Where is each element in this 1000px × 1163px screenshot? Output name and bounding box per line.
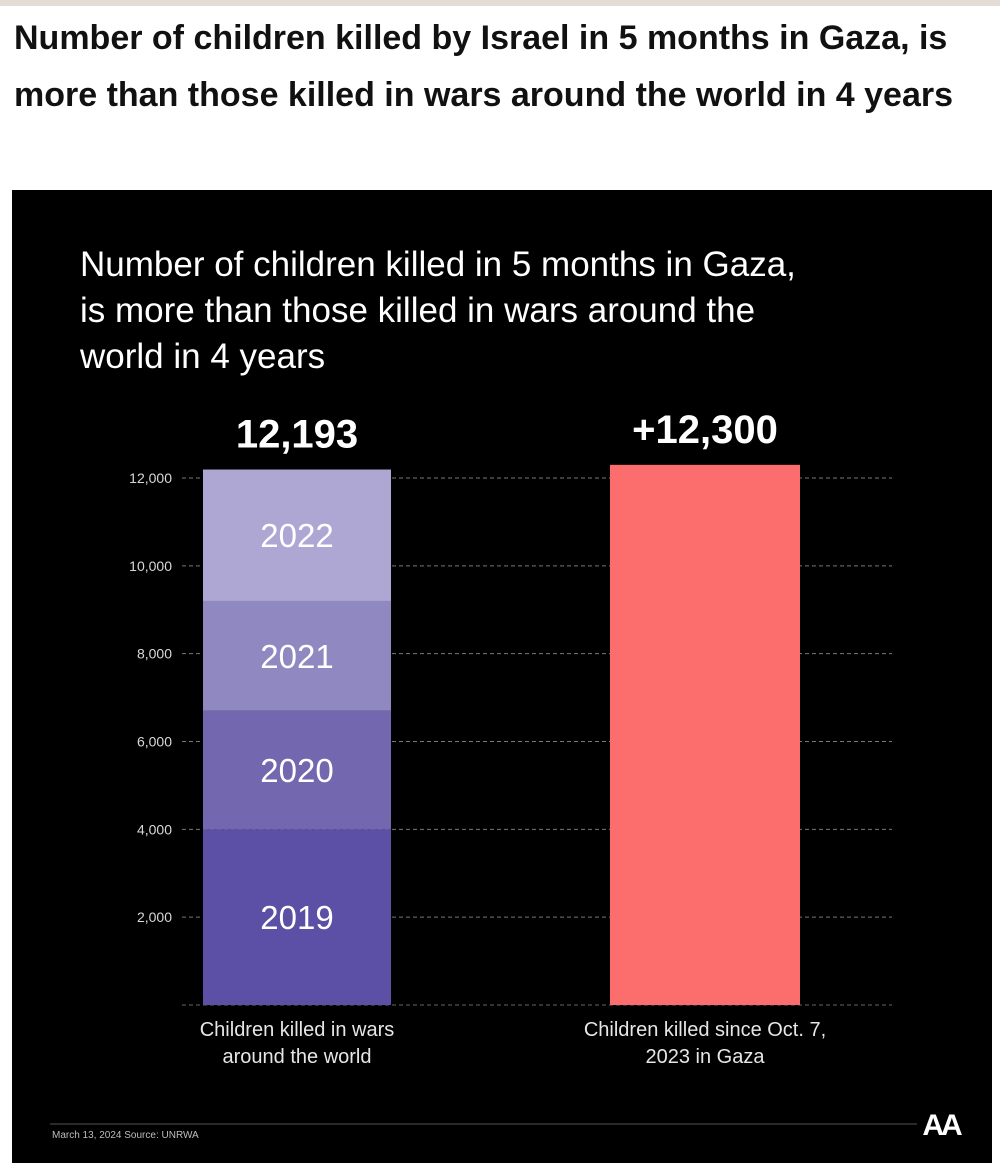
bar-total-label: +12,300 [632,408,778,452]
bar-total-label: 12,193 [236,413,358,457]
chart-title-line: Number of children killed in 5 months in… [80,245,796,284]
top-divider [0,0,1000,6]
bar-segment-2020 [203,710,391,830]
bar-gaza [610,464,800,1005]
segment-label-2021: 2021 [260,638,333,675]
chart-title-line: world in 4 years [79,337,325,376]
x-category-label: Children killed since Oct. 7, [584,1019,826,1041]
x-category-label: around the world [223,1046,372,1068]
aa-logo: AA [922,1109,962,1142]
y-tick-label: 4,000 [137,821,172,837]
footnote: March 13, 2024 Source: UNRWA [52,1130,199,1141]
bar-segment-2021 [203,600,391,711]
segment-label-2020: 2020 [260,752,333,789]
bar-chart: Number of children killed in 5 months in… [50,245,965,1142]
x-category-label: 2023 in Gaza [646,1046,766,1068]
bar-segment-2019 [203,829,391,1005]
segment-label-2019: 2019 [260,899,333,936]
y-tick-label: 10,000 [129,558,172,574]
post-title: Number of children killed by Israel in 5… [14,19,954,114]
y-tick-label: 12,000 [129,470,172,486]
segment-label-2022: 2022 [260,517,333,554]
chart-title-line: is more than those killed in wars around… [80,291,755,330]
y-tick-label: 2,000 [137,909,172,925]
infographic-card: Number of children killed in 5 months in… [12,190,992,1163]
x-category-label: Children killed in wars [200,1019,395,1041]
bar-segment-2022 [203,469,391,601]
y-tick-label: 8,000 [137,646,172,662]
y-tick-label: 6,000 [137,734,172,750]
